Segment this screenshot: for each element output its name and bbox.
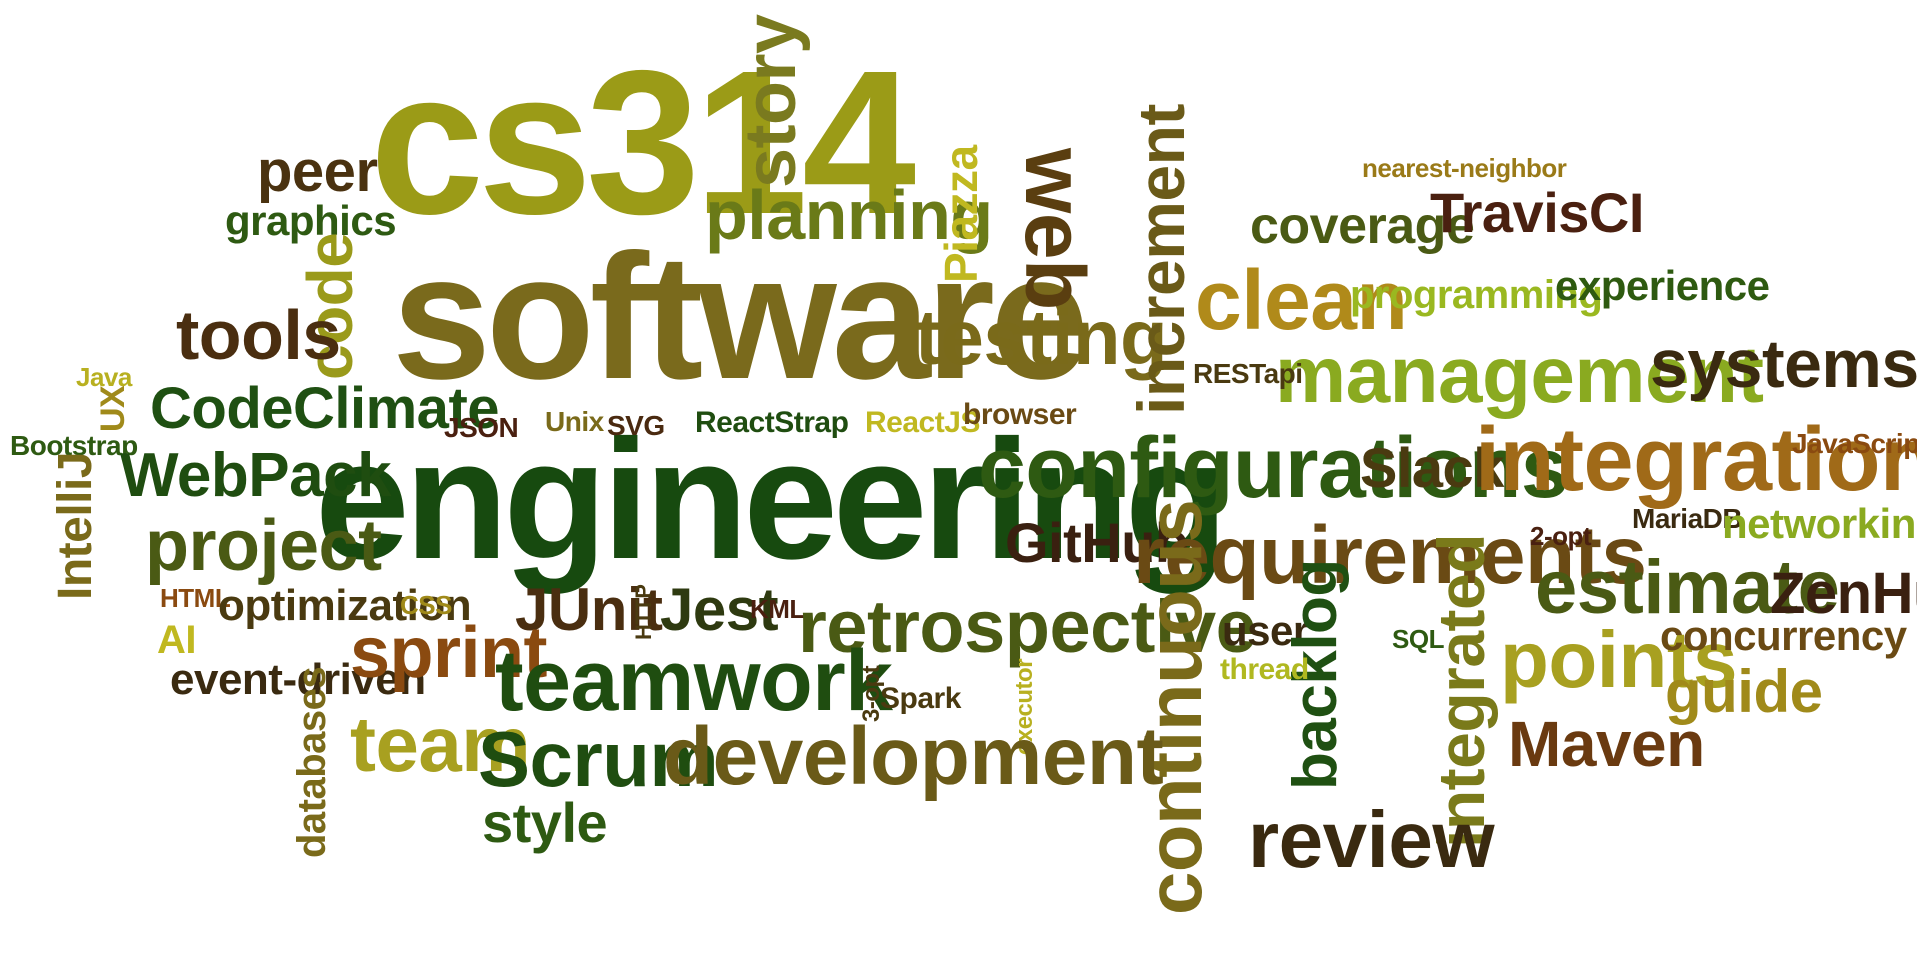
word-concurrency: concurrency xyxy=(1660,612,1907,659)
word-requirements: requirements xyxy=(1133,510,1647,601)
word-css: CSS xyxy=(400,590,452,620)
word-javascript: JavaScript xyxy=(1792,428,1917,459)
word-story: story xyxy=(731,14,811,188)
word-html: HTML xyxy=(160,583,231,613)
word-slack: Slack xyxy=(1360,436,1504,499)
word-coverage: coverage xyxy=(1250,197,1475,255)
word-sprint: sprint xyxy=(350,613,548,693)
word-review: review xyxy=(1248,795,1495,884)
word-sql: SQL xyxy=(1392,624,1444,654)
word-reactjs: ReactJS xyxy=(865,406,980,439)
word-spark: Spark xyxy=(880,682,961,715)
word-junit: JUnit xyxy=(515,576,663,643)
word-engineering: engineering xyxy=(315,405,1228,595)
word-java: Java xyxy=(76,362,132,392)
word-webpack: WebPack xyxy=(120,441,392,510)
word-maven: Maven xyxy=(1508,708,1705,780)
word-ai: AI xyxy=(157,618,197,662)
word-tools: tools xyxy=(176,296,341,374)
word-unix: Unix xyxy=(545,406,604,437)
word-zenhub: ZenHub xyxy=(1770,561,1917,626)
word-jest: Jest xyxy=(660,576,779,643)
word-continuous: continuous xyxy=(1130,499,1218,915)
word-points: points xyxy=(1500,615,1737,704)
word-kml: KML xyxy=(750,594,805,624)
word-optimization: optimization xyxy=(218,581,472,630)
word-project: project xyxy=(145,506,382,586)
word-thread: thread xyxy=(1220,653,1309,686)
word-integration: integration xyxy=(1475,410,1917,510)
word-configurations: configurations xyxy=(978,420,1569,516)
word-cs314: cs314 xyxy=(370,28,916,257)
word-networking: networking xyxy=(1722,500,1917,547)
word-style: style xyxy=(482,791,608,854)
word-nearest-neighbor: nearest-neighbor xyxy=(1362,153,1567,183)
word-teamwork: teamwork xyxy=(495,633,893,729)
word-software: software xyxy=(392,217,1089,416)
word-event-driven: event-driven xyxy=(170,655,426,704)
word-piazza: Piazza xyxy=(935,145,987,283)
word-mariadb: MariaDB xyxy=(1632,503,1743,534)
word-management: management xyxy=(1275,330,1764,419)
word-json: JSON xyxy=(444,412,519,443)
word-web: web xyxy=(1008,148,1102,310)
word-scrum: Scrum xyxy=(478,715,719,803)
word-programming: programming xyxy=(1350,273,1603,317)
word-browser: browser xyxy=(963,398,1077,431)
word-databases: databases xyxy=(290,666,334,858)
word-development: development xyxy=(663,711,1164,802)
word-reactstrap: ReactStrap xyxy=(695,406,849,439)
word-svg: SVG xyxy=(607,410,665,441)
word-restapi: RESTapi xyxy=(1193,358,1303,389)
word-intellij: IntelliJ xyxy=(49,451,102,600)
word-retrospective: retrospective xyxy=(798,585,1257,668)
word-ux: UX xyxy=(94,385,132,432)
word-increment: increment xyxy=(1124,104,1198,415)
word-graphics: graphics xyxy=(225,197,397,244)
word-planning: planning xyxy=(705,176,993,254)
word-systems: systems xyxy=(1650,326,1917,402)
word-testing: testing xyxy=(915,293,1168,381)
word-bootstrap: Bootstrap xyxy=(10,430,138,461)
word-guide: guide xyxy=(1665,658,1823,725)
word-estimate: estimate xyxy=(1535,545,1840,630)
word-codeclimate: CodeClimate xyxy=(150,376,500,441)
word-http: HTTP xyxy=(631,584,656,640)
word-2-opt: 2-opt xyxy=(1530,521,1592,551)
word-github: GitHub xyxy=(1005,511,1189,574)
word-peer: peer xyxy=(257,139,378,204)
word-travisci: TravisCI xyxy=(1430,181,1644,244)
word-user: user xyxy=(1222,607,1309,654)
word-team: team xyxy=(350,700,531,788)
word-clean: clean xyxy=(1195,253,1408,347)
word-experience: experience xyxy=(1555,262,1770,309)
